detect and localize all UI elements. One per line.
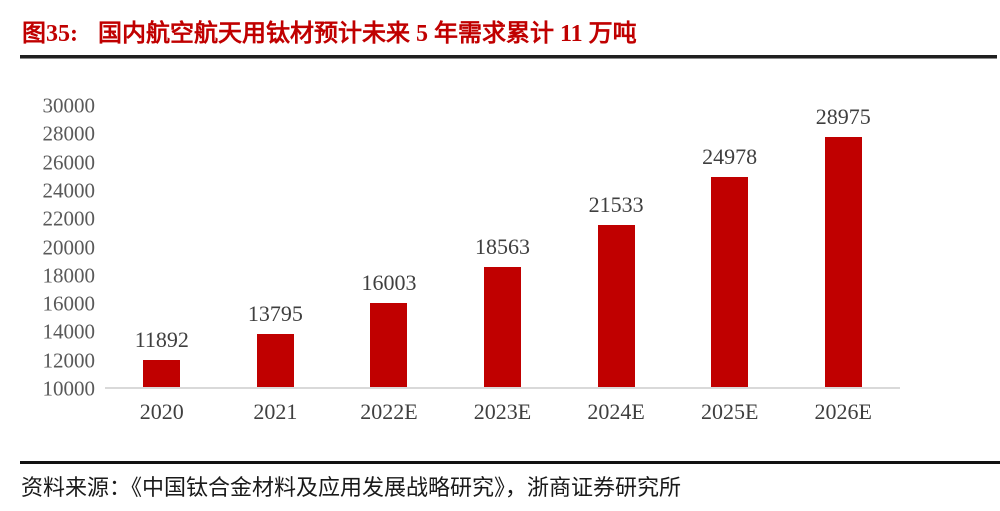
bar-slot: 18563 [446, 106, 560, 387]
bar-2021 [256, 333, 294, 387]
figure-caption: 图35: 国内航空航天用钛材预计未来 5 年需求累计 11 万吨 [22, 13, 637, 48]
bar-value-label: 18563 [475, 233, 531, 259]
y-tick-label: 26000 [42, 150, 96, 175]
y-tick-label: 12000 [42, 348, 96, 373]
bar-slot: 11892 [105, 106, 219, 387]
x-tick-label: 2023E [473, 399, 532, 424]
y-tick-label: 22000 [42, 206, 96, 231]
y-tick-label: 30000 [42, 93, 96, 118]
bar-value-label: 21533 [588, 191, 644, 217]
bar-value-label: 16003 [361, 269, 417, 295]
y-tick-label: 18000 [42, 263, 96, 288]
bar-2025E [711, 176, 749, 387]
x-tick-label: 2020 [139, 399, 184, 424]
source-note: 资料来源：《中国钛合金材料及应用发展战略研究》，浙商证券研究所 [21, 475, 682, 500]
bar-2024E [597, 224, 635, 387]
bar-2023E [484, 266, 522, 387]
caption-divider-rule [20, 55, 997, 59]
y-tick-label: 16000 [42, 291, 96, 316]
bar-slot: 16003 [332, 106, 446, 387]
x-axis-labels: 2020 2021 2022E 2023E 2024E 2025E 2026E [105, 399, 900, 425]
bar-value-label: 24978 [702, 143, 758, 169]
x-tick-label: 2022E [360, 399, 418, 424]
x-tick-label: 2026E [814, 399, 872, 424]
y-tick-label: 14000 [42, 319, 96, 344]
figure-label: 图35: [22, 21, 78, 47]
y-axis: 30000 28000 26000 24000 22000 20000 18000 16000… [25, 95, 96, 399]
bar-slot: 13795 [219, 106, 333, 387]
y-tick-label: 28000 [42, 121, 96, 146]
x-tick-label: 2025E [700, 399, 759, 424]
y-tick-label: 10000 [42, 376, 96, 401]
figure-title: 国内航空航天用钛材预计未来 5 年需求累计 11 万吨 [98, 21, 637, 47]
bar-2026E [824, 137, 862, 387]
bar-value-label: 11892 [134, 327, 189, 353]
bar-slot: 28975 [786, 106, 900, 387]
y-tick-label: 24000 [42, 178, 96, 203]
bar-slot: 21533 [559, 106, 673, 387]
bar-2022E [370, 302, 408, 387]
y-tick-label: 20000 [42, 235, 96, 259]
plot-area: 11892 13795 16003 18563 21533 24978 28975 [105, 106, 900, 389]
bar-2020 [143, 360, 181, 387]
bar-value-label: 28975 [815, 104, 871, 129]
x-tick-label: 2021 [253, 399, 298, 424]
bar-value-label: 13795 [247, 300, 303, 326]
x-tick-label: 2024E [587, 399, 645, 424]
footer-divider-rule [20, 461, 1000, 464]
bar-slot: 24978 [673, 106, 787, 387]
